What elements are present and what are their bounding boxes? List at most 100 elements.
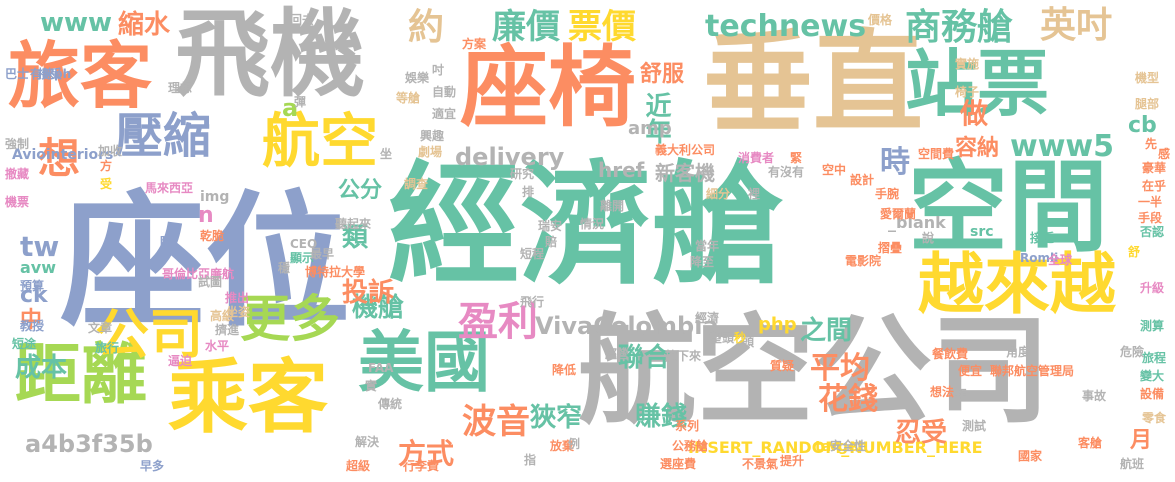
word-w66: _blank <box>888 213 946 232</box>
word-w48: 類 <box>342 223 369 253</box>
word-w26: delivery <box>455 143 565 171</box>
word-w79: 腿部 <box>1135 97 1160 111</box>
word-w44: 方式 <box>398 437 455 470</box>
word-w137: 設備 <box>1140 387 1165 401</box>
word-w112: 瑞安 <box>538 219 563 233</box>
word-w136: 變大 <box>1140 369 1165 383</box>
word-w148: 餐飲費 <box>932 347 969 361</box>
word-w103: 聽起來 <box>335 217 372 231</box>
word-w181: 說 <box>922 231 935 245</box>
word-w182: 降 <box>160 235 173 249</box>
word-w38: 平均 <box>810 351 870 386</box>
word-w49: 公分 <box>338 178 383 203</box>
word-w156: 早多 <box>140 459 165 473</box>
word-w142: 事故 <box>1082 389 1107 403</box>
word-w76: 實施 <box>955 57 980 71</box>
word-w45: 忍受 <box>895 418 948 448</box>
word-w175: 價格 <box>868 13 893 27</box>
word-w82: 接受 <box>38 67 63 81</box>
word-w105: 顯示 <box>290 251 315 265</box>
word-w183: 實 <box>365 379 378 393</box>
word-w155: 超級 <box>346 459 371 473</box>
word-w172: 賠 <box>545 235 558 249</box>
word-w178: 坐 <box>380 147 393 161</box>
word-w12: 美國 <box>358 324 490 401</box>
word-w104: 試圖 <box>198 275 223 289</box>
word-w126: 豪華 <box>1142 161 1167 175</box>
word-w138: 危險 <box>1120 345 1145 359</box>
word-w124: 先 <box>1145 137 1158 151</box>
word-w99: 短途 <box>12 337 37 351</box>
word-w80: 巴士 <box>5 67 30 81</box>
word-w106: 娛樂 <box>405 71 430 85</box>
word-w134: 測算 <box>1140 319 1165 333</box>
word-w51: tw <box>20 230 60 263</box>
word-w192: 舒 <box>1128 245 1141 259</box>
word-w141: 零食 <box>1142 411 1167 425</box>
word-w70: FAA <box>368 361 394 375</box>
word-w95: 旅行 <box>95 341 120 355</box>
word-w179: 年 <box>955 387 968 401</box>
word-w47: 投訴 <box>342 278 395 308</box>
word-w30: www <box>40 8 113 38</box>
word-w57: href <box>598 158 645 182</box>
word-w171: 短程 <box>520 247 545 261</box>
word-w83: 理想 <box>168 81 193 95</box>
word-w32: 想 <box>38 134 81 183</box>
word-w107: 自動 <box>432 85 457 99</box>
word-w115: 摺疊 <box>878 241 903 255</box>
word-w46: 賺錢 <box>635 402 688 432</box>
word-w84: 強制 <box>5 137 30 151</box>
word-w170: 當年 <box>695 239 720 253</box>
word-w21: 英吋 <box>1040 5 1113 46</box>
word-w121: 消費者 <box>738 151 775 165</box>
word-w91: 乾脆 <box>200 229 225 243</box>
word-w98: 水平 <box>205 339 230 353</box>
word-w11: 越來越 <box>918 246 1116 323</box>
word-w39: 花錢 <box>818 382 878 417</box>
word-w62: img <box>200 189 230 205</box>
word-w150: 安全性 <box>830 439 867 453</box>
word-w128: 一半 <box>1138 195 1163 209</box>
word-w161: 經營 <box>605 347 630 361</box>
word-w31: 縮水 <box>118 10 171 40</box>
word-w27: VivaColombia <box>535 312 719 340</box>
word-w187: 裡 <box>748 187 761 201</box>
word-w147: 想法 <box>930 385 955 399</box>
word-w131: 否認 <box>1140 225 1165 239</box>
word-w71: a <box>282 94 299 122</box>
word-w93: 博特拉大學 <box>305 265 366 279</box>
word-w69: CEO <box>290 237 318 251</box>
word-w169: 降至 <box>690 255 715 269</box>
word-w56: amp <box>628 118 672 139</box>
word-w72: 彈 <box>294 95 307 109</box>
word-w7: 座椅 <box>460 36 637 139</box>
word-w75: 義大利公司 <box>655 143 716 157</box>
word-w110: 等艙 <box>396 91 421 105</box>
word-w132: 全球 <box>1048 253 1073 267</box>
word-w28: a4b3f35b <box>25 430 153 458</box>
word-w59: cb <box>1128 113 1157 138</box>
word-w186: 指 <box>524 453 537 467</box>
word-w116: 電影院 <box>845 254 882 268</box>
word-w88: 馬來西亞 <box>145 181 194 195</box>
word-w188: 有沒有 <box>768 165 805 179</box>
word-w191: 最早 <box>310 247 335 261</box>
word-w22: technews <box>705 9 867 44</box>
word-w41: 聯合 <box>618 343 671 373</box>
word-w54: 時 <box>880 145 910 180</box>
word-w101: 高級 <box>210 309 235 323</box>
word-w139: 角度 <box>1006 345 1031 359</box>
word-w113: 情況 <box>580 217 605 231</box>
word-w24: 波音 <box>462 402 530 442</box>
word-w16: 更多 <box>240 290 340 348</box>
word-w193: 受 <box>100 177 113 191</box>
word-w143: 客艙 <box>1078 436 1103 450</box>
word-w92: 哥倫比亞廉航 <box>162 267 235 281</box>
word-w145: 航班 <box>1120 457 1145 471</box>
word-w118: 手腕 <box>875 187 900 201</box>
word-w8: 乘客 <box>168 351 328 444</box>
word-w36: 容納 <box>955 136 1000 161</box>
word-w50: 成本 <box>15 353 68 383</box>
word-w140: 聯邦航空管理局 <box>990 364 1075 378</box>
